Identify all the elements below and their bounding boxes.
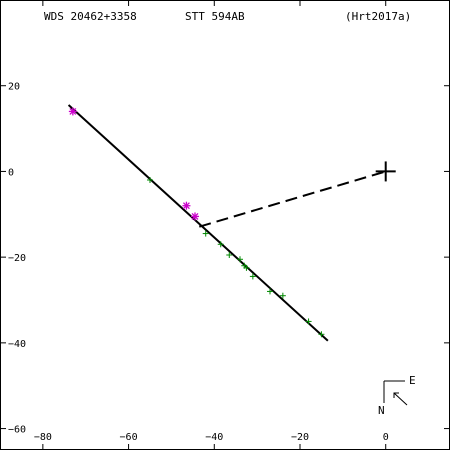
plus-point	[305, 318, 312, 325]
y-tick-label: 0	[8, 167, 14, 178]
compass-east-label: E	[409, 374, 416, 387]
primary-star-marker	[375, 161, 396, 182]
y-tick-label: 20	[8, 82, 20, 93]
x-ticks: −80 −60 −40 −20 0	[34, 0, 389, 450]
asterisk-point	[182, 201, 191, 210]
plus-point	[243, 264, 250, 271]
residual-line	[199, 170, 386, 228]
y-tick-label: −20	[8, 253, 26, 264]
asterisk-point	[191, 212, 199, 221]
asterisk-stroke	[182, 202, 190, 210]
plus-point	[226, 252, 233, 258]
plus-point	[279, 292, 286, 299]
compass: E N	[378, 374, 416, 417]
plus-point	[237, 256, 243, 263]
wds-id-label: WDS 20462+3358	[44, 10, 137, 23]
plus-point	[202, 230, 209, 237]
plus-point	[217, 241, 224, 248]
plus-point	[249, 273, 256, 280]
asterisk-stroke	[191, 212, 199, 220]
x-tick-label: −20	[291, 432, 309, 443]
x-tick-label: −40	[205, 432, 223, 443]
x-tick-label: −60	[120, 432, 138, 443]
plus-point	[318, 331, 325, 338]
orbit-line	[67, 104, 329, 342]
observation-points	[68, 107, 325, 338]
y-tick-label: −60	[8, 425, 26, 436]
compass-north-label: N	[378, 404, 385, 417]
y-ticks: 20 0 −20 −40 −60	[0, 82, 450, 436]
motion-arrow-shaft	[393, 392, 408, 406]
asterisk-stroke	[69, 107, 77, 115]
x-tick-label: 0	[383, 432, 389, 443]
reference-label: (Hrt2017a)	[345, 10, 411, 23]
plus-point	[267, 288, 273, 295]
y-tick-label: −40	[8, 339, 26, 350]
pair-label: STT 594AB	[185, 10, 245, 23]
plus-point	[147, 177, 153, 183]
x-tick-label: −80	[34, 432, 52, 443]
motion-arrow-head-icon	[393, 392, 399, 398]
asterisk-point	[68, 107, 77, 116]
